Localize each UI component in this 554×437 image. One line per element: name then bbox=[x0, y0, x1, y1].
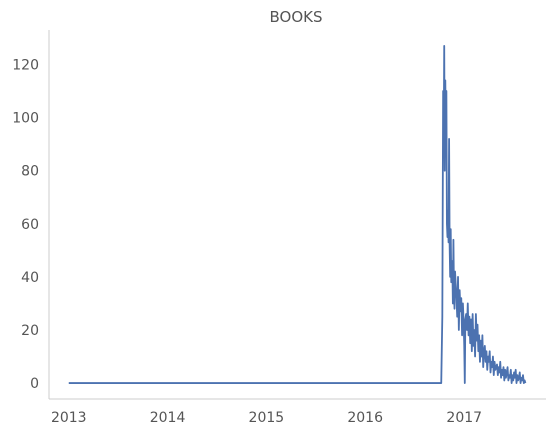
y-tick-label: 100 bbox=[12, 111, 39, 127]
x-tick-label: 2013 bbox=[51, 410, 87, 426]
x-axis-ticks: 2013 2014 2015 2016 2017 bbox=[51, 410, 482, 426]
y-tick-label: 60 bbox=[21, 217, 39, 233]
x-tick-label: 2016 bbox=[347, 410, 383, 426]
plot-area bbox=[68, 45, 527, 384]
y-tick-label: 80 bbox=[21, 164, 39, 180]
chart-title: BOOKS bbox=[270, 8, 323, 26]
x-tick-label: 2017 bbox=[446, 410, 482, 426]
y-axis-ticks: 0 20 40 60 80 100 120 bbox=[12, 58, 39, 393]
series-line-0 bbox=[68, 45, 527, 384]
x-tick-label: 2015 bbox=[249, 410, 285, 426]
y-tick-label: 0 bbox=[30, 376, 39, 392]
x-tick-label: 2014 bbox=[150, 410, 186, 426]
y-tick-label: 20 bbox=[21, 323, 39, 339]
y-tick-label: 120 bbox=[12, 58, 39, 74]
y-tick-label: 40 bbox=[21, 270, 39, 286]
